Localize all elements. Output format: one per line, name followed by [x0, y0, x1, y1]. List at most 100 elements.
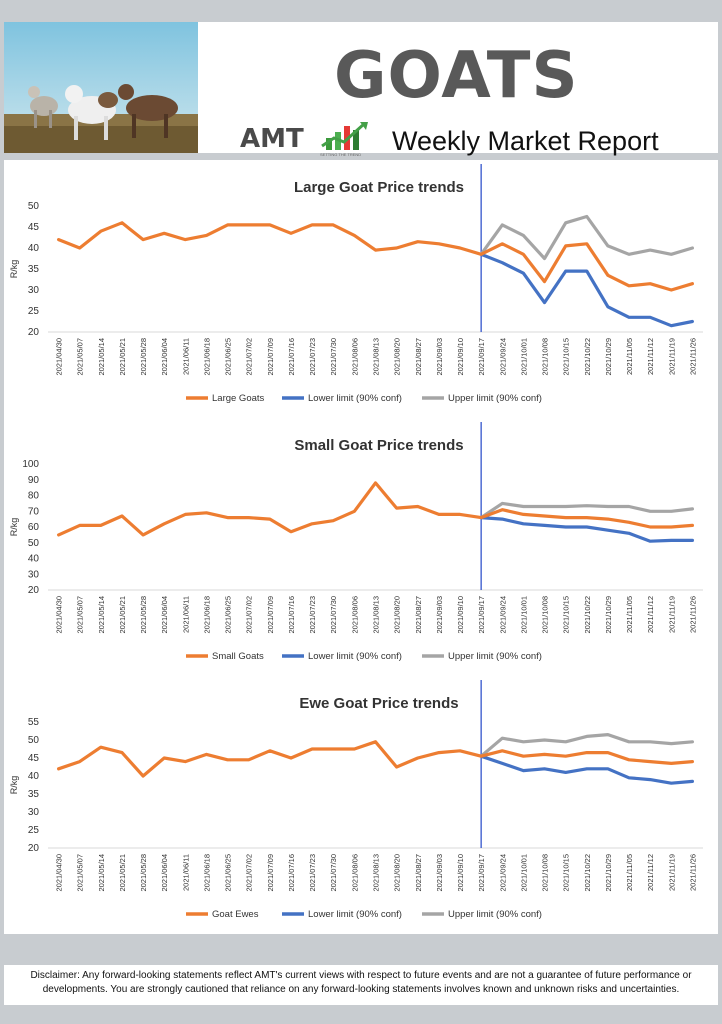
x-tick-label: 2021/10/29	[604, 854, 613, 892]
x-tick-label: 2021/11/12	[646, 338, 655, 375]
y-tick-label: 35	[28, 264, 40, 275]
ewe-chart-svg: Ewe Goat Price trends R/kg 20 25 30 35 40 45 50 5…	[9, 680, 703, 920]
x-tick-label: 2021/11/19	[667, 338, 676, 375]
x-tick-label: 2021/11/05	[625, 596, 634, 633]
series-line-2	[479, 214, 695, 261]
y-tick-label: 30	[28, 807, 40, 818]
y-tick-label: 45	[28, 753, 40, 764]
report-subtitle: Weekly Market Report	[392, 126, 659, 156]
legend-label: Lower limit (90% conf)	[308, 393, 402, 404]
legend-label: Goat Ewes	[212, 909, 259, 920]
y-tick-label: 25	[28, 825, 40, 836]
y-tick-label: 20	[28, 585, 40, 596]
x-tick-label: 2021/07/23	[308, 596, 317, 634]
small-goat-chart: Small Goat Price trends R/kg 20 30 40 50 60 70 8…	[4, 418, 718, 676]
x-tick-label: 2021/05/07	[76, 338, 85, 376]
x-tick-label: 2021/09/10	[456, 854, 465, 892]
legend-label: Small Goats	[212, 651, 264, 662]
x-tick-label: 2021/10/22	[583, 854, 592, 892]
x-tick-label: 2021/08/06	[350, 338, 359, 376]
chart-title: Small Goat Price trends	[294, 437, 463, 454]
y-tick-label: 55	[28, 717, 40, 728]
x-tick-label: 2021/07/30	[329, 854, 338, 892]
x-tick-label: 2021/07/16	[287, 338, 296, 376]
x-tick-label: 2021/07/09	[266, 338, 275, 376]
y-tick-label: 35	[28, 789, 40, 800]
x-tick-label: 2021/09/10	[456, 338, 465, 376]
x-tick-label: 2021/07/16	[287, 596, 296, 634]
y-axis-label: R/kg	[9, 518, 19, 537]
x-tick-label: 2021/06/04	[160, 854, 169, 892]
series-line-2	[479, 732, 695, 758]
y-axis-label: R/kg	[9, 776, 19, 795]
x-tick-label: 2021/10/15	[562, 854, 571, 892]
x-tick-label: 2021/09/17	[477, 338, 486, 376]
y-tick-label: 100	[22, 459, 39, 470]
x-tick-label: 2021/07/23	[308, 338, 317, 376]
legend-label: Lower limit (90% conf)	[308, 651, 402, 662]
series-line-0	[56, 221, 695, 292]
y-tick-label: 70	[28, 506, 40, 517]
x-tick-label: 2021/09/24	[498, 854, 507, 892]
goats-photo	[4, 22, 198, 153]
x-tick-label: 2021/05/14	[97, 596, 106, 634]
x-tick-label: 2021/06/18	[202, 596, 211, 634]
x-tick-label: 2021/06/25	[224, 854, 233, 892]
y-tick-label: 50	[28, 201, 40, 212]
x-tick-label: 2021/10/08	[541, 596, 550, 634]
x-tick-label: 2021/10/08	[541, 338, 550, 376]
x-tick-label: 2021/09/24	[498, 596, 507, 634]
small-chart-svg: Small Goat Price trends R/kg 20 30 40 50 60 70 8…	[9, 422, 703, 662]
x-tick-label: 2021/11/26	[688, 338, 697, 375]
ewe-goat-chart: Ewe Goat Price trends R/kg 20 25 30 35 40 45 50 5…	[4, 676, 718, 934]
x-tick-label: 2021/11/26	[688, 854, 697, 891]
x-tick-label: 2021/09/17	[477, 854, 486, 892]
x-tick-label: 2021/10/15	[562, 596, 571, 634]
y-tick-label: 20	[28, 327, 40, 338]
x-tick-label: 2021/10/22	[583, 596, 592, 634]
x-tick-label: 2021/08/27	[414, 854, 423, 892]
series-line-1	[479, 515, 695, 543]
x-tick-label: 2021/07/30	[329, 596, 338, 634]
y-tick-label: 30	[28, 569, 40, 580]
x-tick-label: 2021/09/24	[498, 338, 507, 376]
x-tick-label: 2021/10/22	[583, 338, 592, 376]
x-tick-label: 2021/10/29	[604, 338, 613, 376]
x-tick-label: 2021/08/20	[393, 596, 402, 634]
x-tick-label: 2021/08/06	[350, 854, 359, 892]
chart-title: Ewe Goat Price trends	[299, 695, 458, 712]
x-tick-label: 2021/08/27	[414, 596, 423, 634]
x-tick-label: 2021/10/01	[519, 338, 528, 376]
y-tick-label: 40	[28, 771, 40, 782]
series-line-0	[56, 740, 695, 778]
x-tick-label: 2021/06/04	[160, 596, 169, 634]
x-tick-label: 2021/11/05	[625, 338, 634, 375]
x-tick-label: 2021/07/30	[329, 338, 338, 376]
series-line-0	[56, 481, 695, 537]
y-tick-label: 30	[28, 285, 40, 296]
legend-label: Upper limit (90% conf)	[448, 909, 542, 920]
x-tick-label: 2021/07/09	[266, 854, 275, 892]
x-tick-label: 2021/07/23	[308, 854, 317, 892]
x-tick-label: 2021/08/06	[350, 596, 359, 634]
y-tick-label: 60	[28, 522, 40, 533]
x-tick-label: 2021/05/14	[97, 854, 106, 892]
trend-logo-icon	[321, 122, 368, 150]
y-tick-label: 80	[28, 491, 40, 502]
x-tick-label: 2021/08/13	[372, 596, 381, 634]
legend-label: Lower limit (90% conf)	[308, 909, 402, 920]
x-tick-label: 2021/08/20	[393, 854, 402, 892]
x-tick-label: 2021/06/04	[160, 338, 169, 376]
x-tick-label: 2021/06/25	[224, 596, 233, 634]
x-tick-label: 2021/07/09	[266, 596, 275, 634]
x-tick-label: 2021/05/21	[118, 854, 127, 892]
amt-logo: AMT SETTING THE TREND	[240, 120, 372, 160]
x-tick-label: 2021/10/29	[604, 596, 613, 634]
x-tick-label: 2021/07/02	[245, 854, 254, 892]
x-tick-label: 2021/06/25	[224, 338, 233, 376]
x-tick-label: 2021/05/21	[118, 338, 127, 376]
x-tick-label: 2021/09/03	[435, 596, 444, 634]
x-tick-label: 2021/06/11	[181, 854, 190, 891]
logo-text: AMT	[240, 124, 304, 154]
large-goat-chart: Large Goat Price trends R/kg 20 25 30 35 40 45 5…	[4, 160, 718, 418]
